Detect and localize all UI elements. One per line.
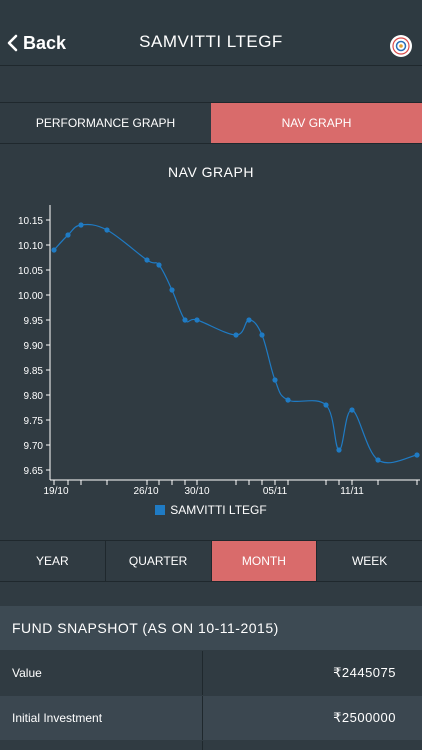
y-tick-label: 9.65 — [24, 466, 44, 477]
data-point — [194, 317, 200, 323]
x-tick-label: 26/10 — [133, 486, 158, 497]
data-point — [259, 332, 265, 338]
data-point — [336, 447, 342, 453]
y-tick-label: 10.05 — [18, 266, 43, 277]
back-button[interactable]: Back — [6, 30, 66, 56]
x-tick-label: 05/11 — [263, 486, 288, 497]
chart-legend: SAMVITTI LTEGF — [0, 503, 422, 517]
snapshot-row-initial-investment: Initial Investment ₹2500000 — [0, 696, 422, 740]
data-point — [375, 457, 381, 463]
y-tick-label: 9.85 — [24, 366, 44, 377]
snapshot-value: ₹2500000 — [333, 710, 396, 725]
data-point — [233, 332, 239, 338]
data-point — [65, 232, 71, 238]
data-point — [182, 317, 188, 323]
page-title: SAMVITTI LTEGF — [139, 32, 283, 51]
period-tabs: YEAR QUARTER MONTH WEEK — [0, 540, 422, 582]
data-point — [414, 452, 420, 458]
app-logo-icon[interactable] — [390, 35, 412, 57]
tab-performance-graph[interactable]: PERFORMANCE GRAPH — [0, 103, 211, 143]
snapshot-label: Value — [0, 651, 203, 695]
tab-year[interactable]: YEAR — [0, 541, 106, 581]
x-tick-label: 19/10 — [43, 486, 68, 497]
snapshot-row-partial — [0, 741, 422, 750]
navigation-bar: Back SAMVITTI LTEGF — [0, 0, 422, 66]
data-point — [104, 227, 110, 233]
data-point — [169, 287, 175, 293]
snapshot-row-value: Value ₹2445075 — [0, 651, 422, 695]
legend-label: SAMVITTI LTEGF — [170, 503, 267, 517]
data-point — [272, 377, 278, 383]
data-point — [246, 317, 252, 323]
y-tick-label: 10.00 — [18, 291, 43, 302]
y-tick-label: 9.80 — [24, 391, 44, 402]
x-tick-label: 30/10 — [184, 486, 209, 497]
data-point — [51, 247, 57, 253]
x-tick-label: 11/11 — [340, 486, 364, 497]
data-point — [349, 407, 355, 413]
chart-title: NAV GRAPH — [168, 164, 254, 180]
back-label: Back — [23, 32, 67, 53]
data-point — [285, 397, 291, 403]
nav-line-chart: 10.15 10.10 10.05 10.00 9.95 9.90 9.85 9.80 9.75… — [18, 205, 420, 497]
tab-nav-graph[interactable]: NAV GRAPH — [211, 103, 422, 143]
y-tick-label: 9.75 — [24, 416, 44, 427]
data-point — [78, 222, 84, 228]
data-point — [144, 257, 150, 263]
fund-snapshot-header: FUND SNAPSHOT (AS ON 10-11-2015) — [0, 606, 422, 650]
data-point — [156, 262, 162, 268]
data-point — [323, 402, 329, 408]
tab-month[interactable]: MONTH — [211, 541, 318, 581]
y-tick-label: 9.90 — [24, 341, 44, 352]
y-tick-label: 9.95 — [24, 316, 44, 327]
graph-type-tabs: PERFORMANCE GRAPH NAV GRAPH — [0, 102, 422, 144]
y-tick-label: 10.15 — [18, 216, 43, 227]
series-line — [53, 223, 418, 464]
legend-swatch — [155, 505, 166, 515]
tab-week[interactable]: WEEK — [351, 554, 388, 568]
y-tick-label: 9.70 — [24, 441, 44, 452]
snapshot-value: ₹2445075 — [333, 665, 396, 680]
snapshot-label: Initial Investment — [0, 696, 203, 740]
chevron-left-icon — [7, 34, 18, 52]
y-tick-label: 10.10 — [18, 241, 43, 252]
snapshot-label — [0, 741, 203, 750]
tab-quarter[interactable]: QUARTER — [106, 541, 212, 581]
